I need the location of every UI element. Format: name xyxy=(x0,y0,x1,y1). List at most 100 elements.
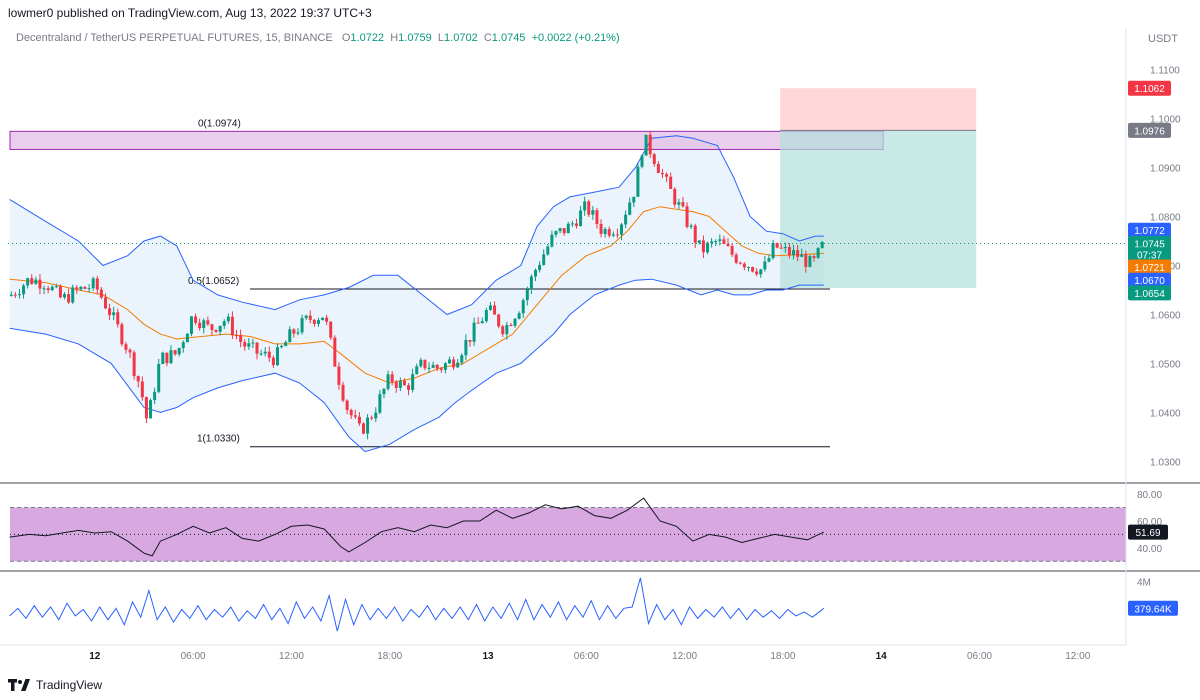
price-axis-label-bg xyxy=(1128,247,1171,263)
bollinger-upper-line xyxy=(9,135,824,316)
rsi-value-label: 51.69 xyxy=(1135,528,1160,539)
candle-up xyxy=(570,223,574,225)
candle-up xyxy=(91,278,95,289)
price-axis-label-text: 1.0976 xyxy=(1134,126,1165,137)
candle-up xyxy=(17,294,21,296)
time-tick-label: 14 xyxy=(876,651,888,662)
candle-down xyxy=(423,359,427,369)
price-axis-label: 1.0654 xyxy=(1128,285,1171,301)
candle-down xyxy=(214,329,218,332)
ohlc-low: 1.0702 xyxy=(444,32,478,44)
time-tick-label: 12:00 xyxy=(672,651,697,662)
candle-down xyxy=(734,254,738,263)
volume-value-label: 379.64K xyxy=(1134,604,1172,615)
time-tick-label: 12:00 xyxy=(279,651,304,662)
candle-down xyxy=(357,416,361,424)
candle-up xyxy=(640,155,644,167)
tradingview-logo-icon xyxy=(8,679,30,691)
price-axis-label: 1.0772 xyxy=(1128,222,1171,238)
candle-down xyxy=(38,279,42,289)
take-profit-zone[interactable] xyxy=(780,130,977,289)
price-axis-label: 1.0745 xyxy=(1128,235,1171,251)
candle-up xyxy=(50,286,54,291)
candle-down xyxy=(292,329,296,334)
candle-up xyxy=(296,332,300,334)
candle-up xyxy=(792,250,796,256)
candle-up xyxy=(464,339,468,356)
candle-down xyxy=(755,271,759,275)
fib-level-label: 0(1.0974) xyxy=(198,118,241,129)
candle-down xyxy=(656,163,660,173)
price-axis-label-text: 1.0772 xyxy=(1134,226,1165,237)
currency-label: USDT xyxy=(1148,33,1178,45)
candle-up xyxy=(542,254,546,265)
candle-up xyxy=(304,315,308,319)
candle-down xyxy=(673,188,677,205)
price-axis-label-text: 1.0654 xyxy=(1134,289,1165,300)
candle-down xyxy=(345,400,349,410)
candle-down xyxy=(779,247,783,249)
rsi-pane[interactable] xyxy=(9,497,1126,562)
candle-up xyxy=(382,388,386,395)
candle-down xyxy=(132,352,136,377)
price-pane[interactable]: 0(1.0974) 0.5(1.0652) 1(1.0330) xyxy=(8,88,1126,453)
footer-brand: TradingView xyxy=(36,678,103,692)
candle-up xyxy=(280,345,284,348)
rsi-tick-label: 40.00 xyxy=(1137,544,1162,555)
candle-down xyxy=(194,316,198,323)
candle-up xyxy=(300,318,304,333)
rsi-line xyxy=(9,497,825,557)
candle-up xyxy=(415,366,419,375)
candle-down xyxy=(501,326,505,335)
candle-down xyxy=(669,176,673,189)
rsi-tick-label: 80.00 xyxy=(1137,490,1162,501)
candle-down xyxy=(587,201,591,215)
candle-down xyxy=(312,319,316,324)
price-axis-label-text: 1.0721 xyxy=(1134,263,1165,274)
ohlc-close-label: C xyxy=(483,32,492,44)
publisher-line: lowmer0 published on TradingView.com, Au… xyxy=(8,6,372,20)
candle-down xyxy=(652,154,656,164)
candle-down xyxy=(595,210,599,225)
candle-up xyxy=(87,288,91,290)
candle-up xyxy=(472,322,476,342)
candle-up xyxy=(288,329,292,343)
candle-up xyxy=(157,363,161,392)
stop-loss-zone[interactable] xyxy=(780,88,977,131)
fib-zero-zone[interactable] xyxy=(9,130,884,150)
rsi-tick-label: 60.00 xyxy=(1137,517,1162,528)
candle-down xyxy=(742,263,746,268)
candle-up xyxy=(505,324,509,335)
candle-up xyxy=(460,355,464,363)
candle-up xyxy=(247,343,251,347)
candle-down xyxy=(95,278,99,290)
candle-down xyxy=(116,312,120,325)
candle-down xyxy=(243,342,247,347)
candle-up xyxy=(513,318,517,326)
price-axis-label-text: 1.0745 xyxy=(1134,239,1165,250)
candle-up xyxy=(275,347,279,366)
candle-up xyxy=(42,288,46,290)
candle-up xyxy=(525,289,529,301)
volume-pane[interactable] xyxy=(9,577,825,632)
candle-up xyxy=(398,380,402,388)
candle-up xyxy=(714,241,718,243)
rsi-band xyxy=(10,507,1126,562)
candle-down xyxy=(349,409,353,416)
candle-down xyxy=(738,262,742,264)
candle-down xyxy=(493,305,497,315)
candle-up xyxy=(554,231,558,235)
candle-down xyxy=(206,320,210,325)
candle-up xyxy=(636,166,640,197)
ohlc-low-label: L xyxy=(437,32,445,44)
candle-down xyxy=(235,335,239,337)
candle-down xyxy=(271,357,275,366)
candle-up xyxy=(456,362,460,368)
candle-up xyxy=(263,351,267,354)
candle-up xyxy=(583,201,587,211)
candle-down xyxy=(83,286,87,289)
candle-down xyxy=(615,234,619,236)
candle-down xyxy=(325,317,329,322)
candle-down xyxy=(648,134,652,155)
